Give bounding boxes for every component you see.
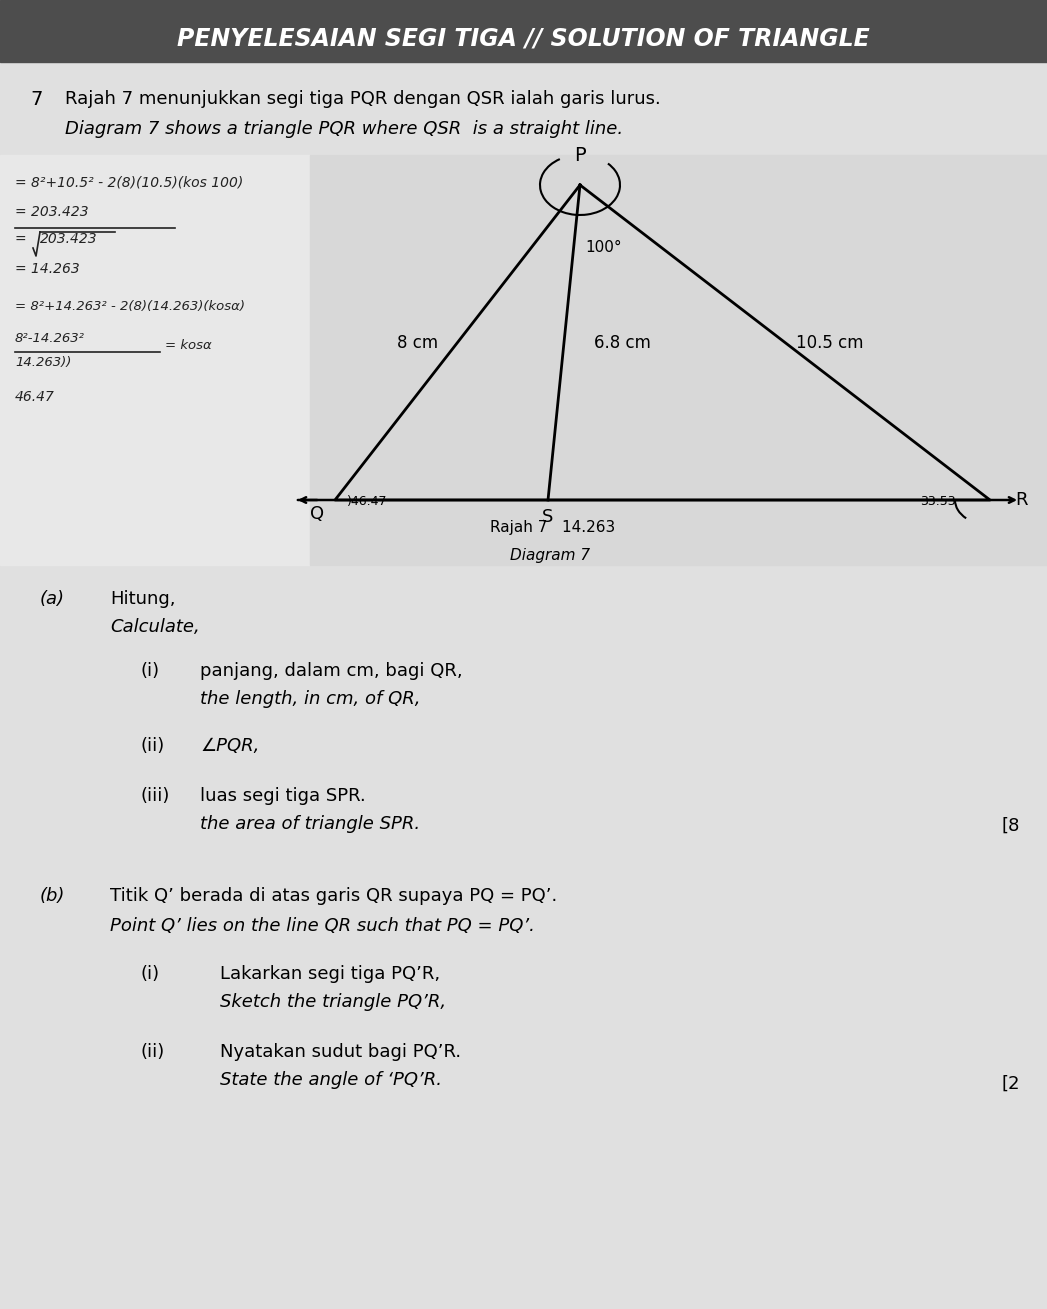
Text: the length, in cm, of QR,: the length, in cm, of QR, [200, 690, 421, 708]
Text: the area of triangle SPR.: the area of triangle SPR. [200, 816, 420, 833]
Text: luas segi tiga SPR.: luas segi tiga SPR. [200, 787, 365, 805]
Text: panjang, dalam cm, bagi QR,: panjang, dalam cm, bagi QR, [200, 662, 463, 679]
Text: )46.47: )46.47 [347, 495, 387, 508]
Text: [8: [8 [1002, 817, 1020, 835]
Text: = 8²+10.5² - 2(8)(10.5)(kos 100): = 8²+10.5² - 2(8)(10.5)(kos 100) [15, 175, 243, 188]
Text: ∠PQR,: ∠PQR, [200, 737, 260, 755]
Text: (i): (i) [140, 965, 159, 983]
Text: P: P [574, 147, 586, 165]
Text: 8 cm: 8 cm [397, 334, 438, 352]
Text: R: R [1015, 491, 1027, 509]
Text: 7: 7 [30, 90, 42, 109]
Text: Nyatakan sudut bagi PQ’R.: Nyatakan sudut bagi PQ’R. [220, 1043, 461, 1062]
Text: 6.8 cm: 6.8 cm [594, 334, 651, 352]
Text: = 203.423: = 203.423 [15, 206, 89, 219]
Text: = 8²+14.263² - 2(8)(14.263)(kosα): = 8²+14.263² - 2(8)(14.263)(kosα) [15, 300, 245, 313]
Text: (ii): (ii) [140, 1043, 164, 1062]
Bar [0, 154, 380, 565]
Text: 33.53: 33.53 [920, 495, 956, 508]
Text: = kosα: = kosα [165, 339, 211, 352]
Text: =: = [15, 232, 31, 246]
Text: 10.5 cm: 10.5 cm [797, 334, 864, 352]
Text: Hitung,: Hitung, [110, 590, 176, 607]
Text: Calculate,: Calculate, [110, 618, 200, 636]
Text: (ii): (ii) [140, 737, 164, 755]
Text: Rajah 7   14.263: Rajah 7 14.263 [490, 520, 616, 535]
Text: Diagram 7: Diagram 7 [510, 548, 591, 563]
Text: (b): (b) [40, 888, 65, 905]
Text: S: S [542, 508, 554, 526]
Text: Sketch the triangle PQ’R,: Sketch the triangle PQ’R, [220, 994, 446, 1011]
Text: State the angle of ‘PQ’R.: State the angle of ‘PQ’R. [220, 1071, 442, 1089]
Text: 46.47: 46.47 [15, 390, 54, 404]
Text: 100°: 100° [585, 240, 622, 255]
Text: (a): (a) [40, 590, 65, 607]
Text: Lakarkan segi tiga PQ’R,: Lakarkan segi tiga PQ’R, [220, 965, 440, 983]
Text: (iii): (iii) [140, 787, 170, 805]
Text: Rajah 7 menunjukkan segi tiga PQR dengan QSR ialah garis lurus.: Rajah 7 menunjukkan segi tiga PQR dengan… [65, 90, 661, 109]
Bar [310, 154, 1047, 565]
Text: 8²-14.263²: 8²-14.263² [15, 332, 85, 346]
Text: (i): (i) [140, 662, 159, 679]
Text: = 14.263: = 14.263 [15, 262, 80, 276]
Text: Titik Q’ berada di atas garis QR supaya PQ = PQ’.: Titik Q’ berada di atas garis QR supaya … [110, 888, 557, 905]
Text: Q: Q [310, 505, 325, 524]
Text: Point Q’ lies on the line QR such that PQ = PQ’.: Point Q’ lies on the line QR such that P… [110, 918, 535, 935]
Bar [0, 0, 1047, 62]
Text: 203.423: 203.423 [40, 232, 97, 246]
Text: [2: [2 [1002, 1075, 1020, 1093]
Text: Diagram 7 shows a triangle PQR where QSR  is a straight line.: Diagram 7 shows a triangle PQR where QSR… [65, 120, 623, 137]
Text: 14.263)): 14.263)) [15, 356, 71, 369]
Text: PENYELESAIAN SEGI TIGA // SOLUTION OF TRIANGLE: PENYELESAIAN SEGI TIGA // SOLUTION OF TR… [177, 26, 869, 50]
